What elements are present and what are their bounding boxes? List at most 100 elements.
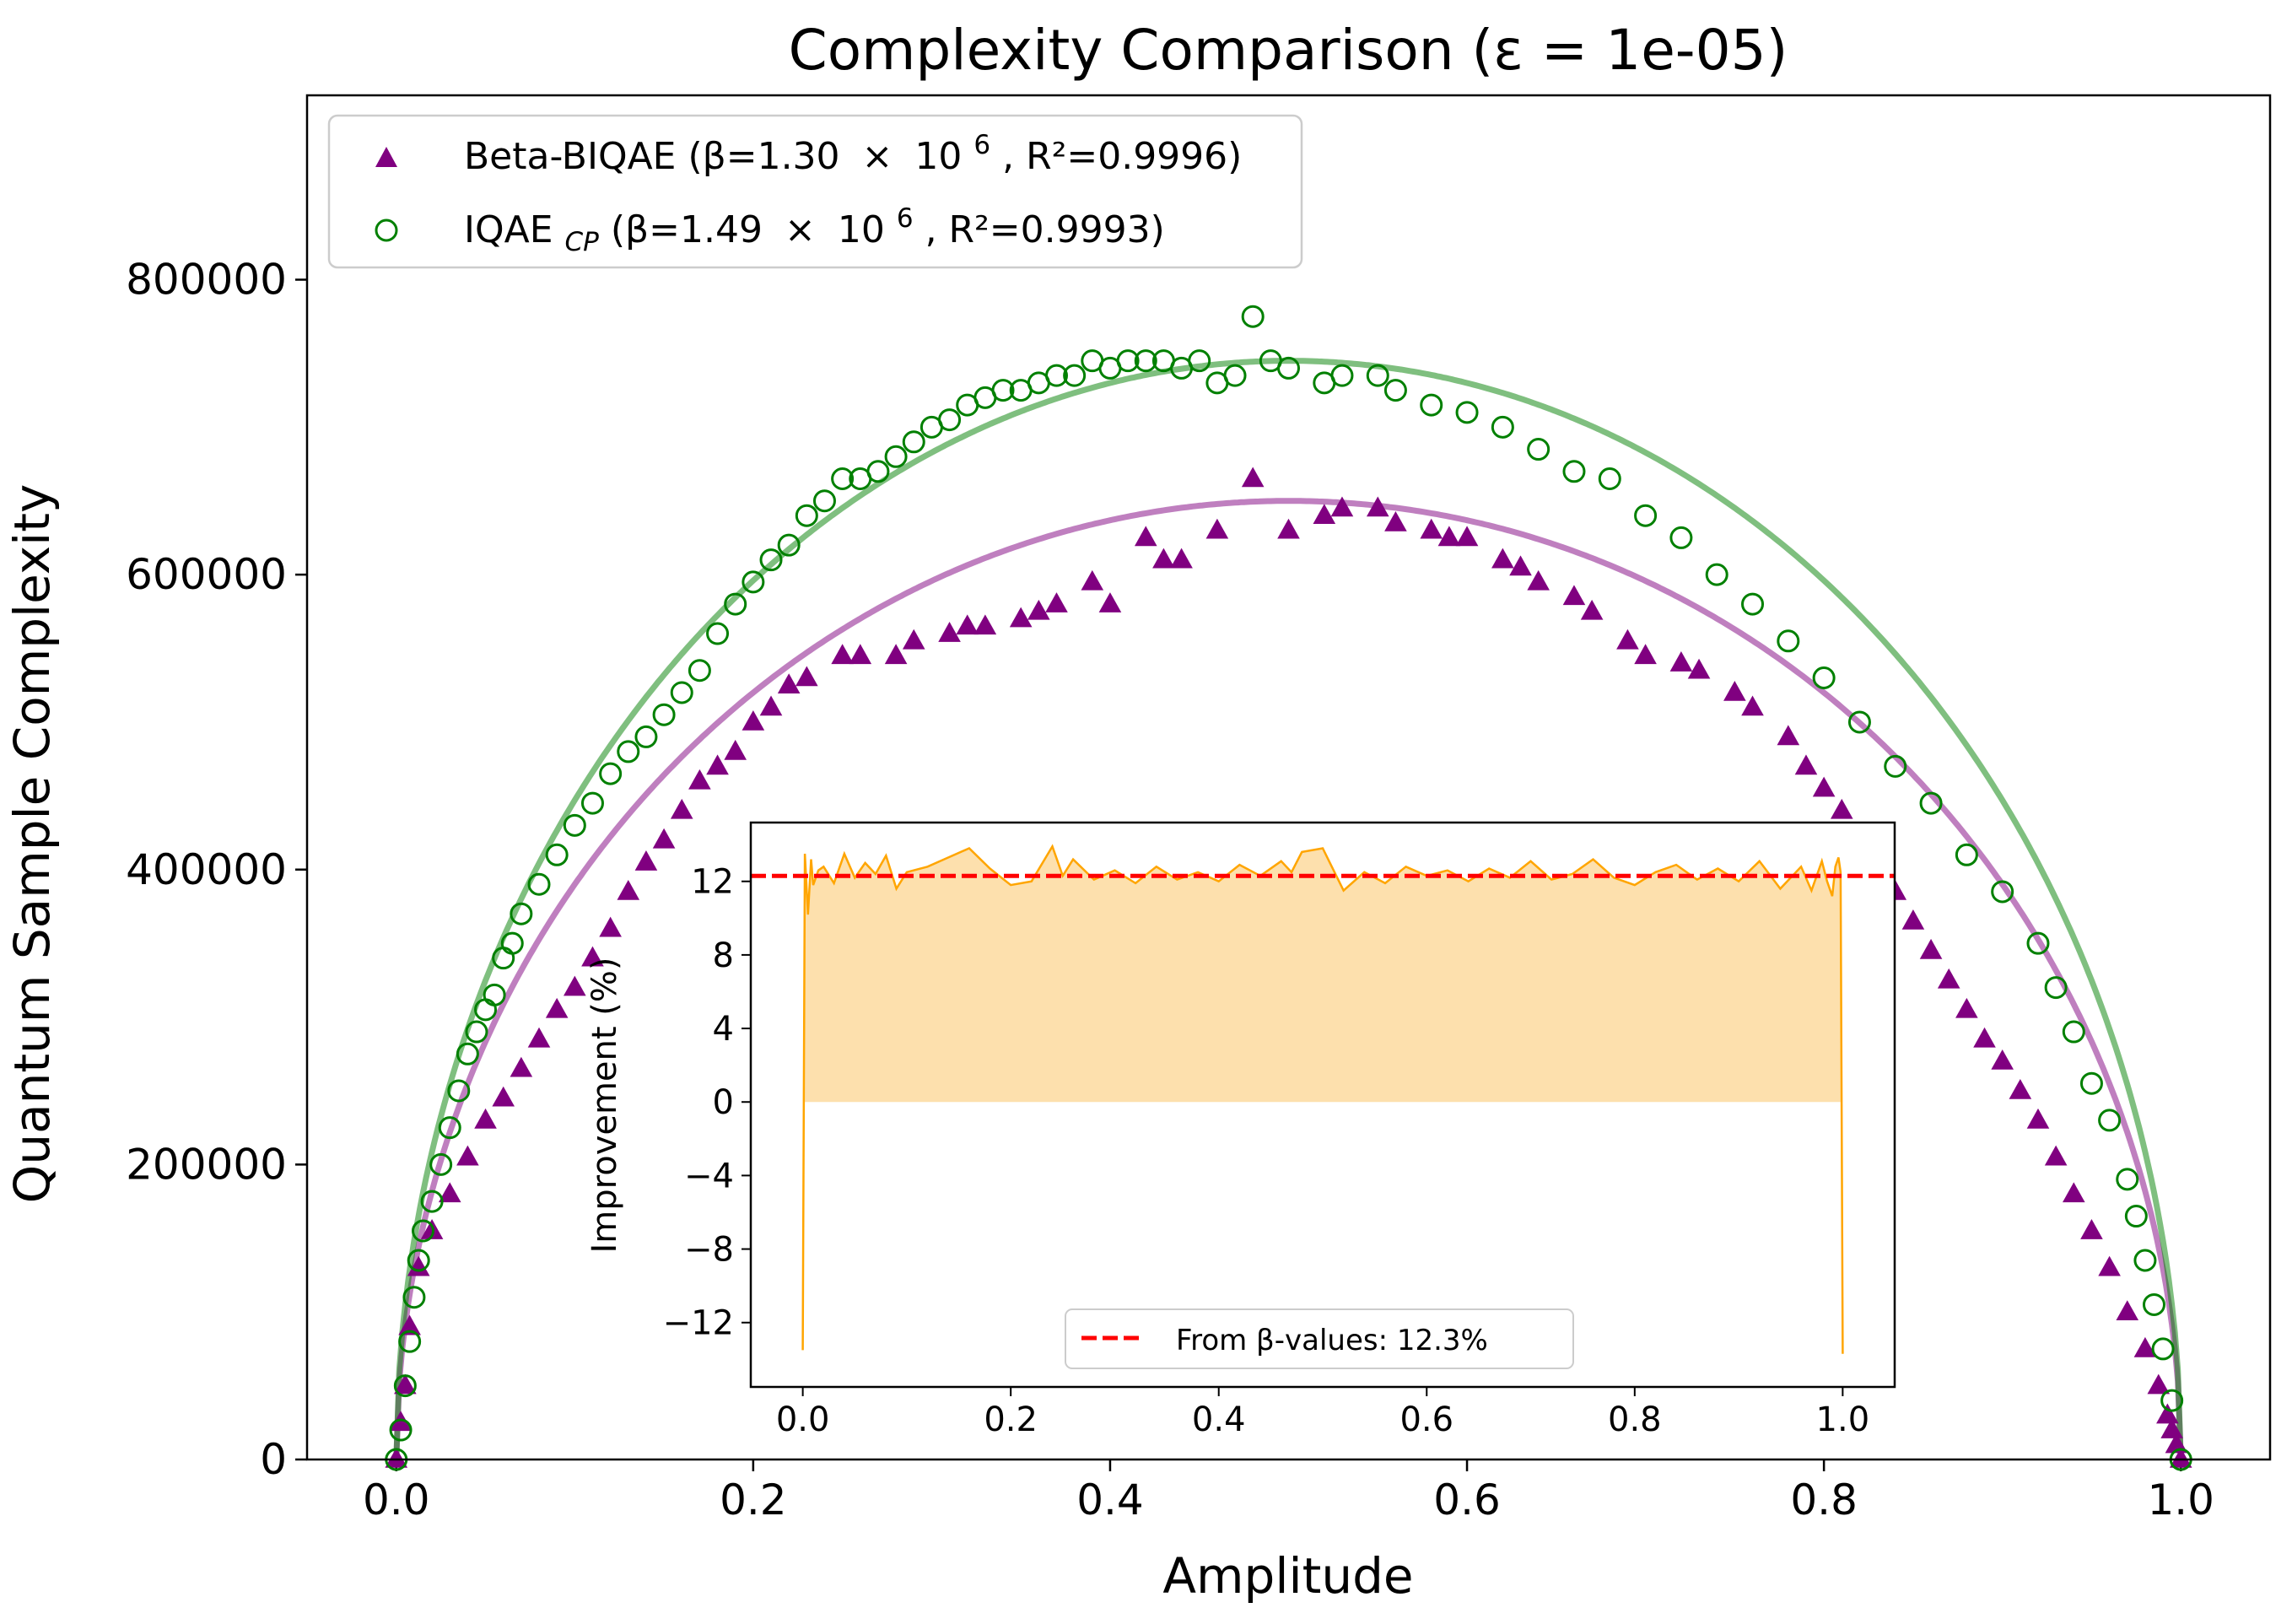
iqae-cp-point xyxy=(1847,710,1871,734)
beta-biqae-point xyxy=(1937,968,1960,989)
iqae-cp-point xyxy=(617,740,640,763)
iqae-cp-point xyxy=(1044,364,1068,387)
legend-iqae-pre: (β=1.49 xyxy=(611,208,763,251)
legend-box xyxy=(327,114,1303,269)
inset-x-tick-label: 1.0 xyxy=(1816,1400,1870,1439)
iqae-cp-point xyxy=(1491,415,1514,439)
beta-biqae-point xyxy=(1152,548,1175,569)
inset-legend-box xyxy=(1065,1308,1574,1369)
iqae-cp-point xyxy=(483,983,506,1006)
iqae-cp-point xyxy=(447,1079,471,1103)
main-axis-ticks: 0.0 0.2 0.4 0.6 0.8 1.00200000400000600000800… xyxy=(126,256,2214,1524)
beta-biqae-point xyxy=(759,695,783,716)
iqae-cp-point xyxy=(688,659,711,683)
beta-biqae-point xyxy=(2009,1078,2032,1099)
beta-biqae-point xyxy=(1955,997,1978,1018)
beta-biqae-point xyxy=(394,1373,417,1395)
x-tick-label: 0.2 xyxy=(720,1476,787,1524)
legend-entry-iqae-cp: IQAE CP (β=1.49 × 10 6 , R²=0.9993) xyxy=(464,193,1165,260)
beta-biqae-point xyxy=(2044,1145,2068,1166)
beta-biqae-point xyxy=(2156,1403,2179,1424)
iqae-cp-point xyxy=(742,570,765,594)
iqae-cp-point xyxy=(1116,349,1140,373)
iqae-cp-point xyxy=(1330,364,1354,387)
iqae-cp-point xyxy=(1919,791,1943,815)
iqae-cp-point xyxy=(634,725,658,748)
iqae-cp-point xyxy=(2044,976,2068,1000)
improvement-fill xyxy=(805,846,1841,1103)
legend-triangle-marker xyxy=(375,147,397,167)
legend-iqae-exp: 6 xyxy=(897,203,914,234)
beta-biqae-point xyxy=(581,946,604,967)
beta-biqae-point xyxy=(1901,909,1925,930)
beta-biqae-point xyxy=(1973,1027,1996,1048)
inset-legend-label: From β-values: 12.3% xyxy=(1176,1324,1488,1357)
beta-biqae-point xyxy=(1330,496,1354,517)
iqae-cp-point xyxy=(456,1042,479,1066)
iqae-cp-point xyxy=(759,548,783,572)
iqae-cp-point xyxy=(389,1418,413,1442)
inset-improvement-area xyxy=(801,844,1844,1354)
improvement-line xyxy=(801,844,1844,1354)
iqae-cp-point xyxy=(1812,666,1836,690)
beta-biqae-point xyxy=(724,739,747,760)
iqae-cp-point xyxy=(2142,1292,2165,1316)
inset-y-tick-label: 0 xyxy=(713,1083,734,1122)
iqae-cp-point xyxy=(670,681,693,704)
beta-biqae-point xyxy=(2160,1418,2183,1438)
x-tick-label: 0.4 xyxy=(1076,1476,1144,1524)
beta-biqae-point xyxy=(706,754,729,775)
beta-biqae-point xyxy=(831,644,854,665)
beta-biqae-point xyxy=(2026,1108,2050,1129)
beta-biqae-point xyxy=(1580,599,1604,620)
beta-biqae-point xyxy=(438,1182,461,1203)
beta-biqae-point xyxy=(634,850,658,871)
beta-biqae-point xyxy=(385,1448,408,1468)
beta-biqae-point xyxy=(1098,592,1122,612)
y-axis-label: Quantum Sample Complexity xyxy=(3,484,61,1204)
iqae-cp-point xyxy=(831,467,855,491)
iqae-cp-point xyxy=(1063,364,1087,387)
iqae-cp-point xyxy=(500,931,524,955)
beta-biqae-point xyxy=(2147,1373,2171,1395)
inset-x-tick-label: 0.8 xyxy=(1608,1400,1662,1439)
iqae-cp-point xyxy=(777,533,801,557)
x-tick-label: 0.6 xyxy=(1433,1476,1501,1524)
beta-biqae-point xyxy=(1616,629,1639,650)
beta-biqae-point xyxy=(564,975,586,996)
beta-biqae-point xyxy=(1205,518,1229,539)
main-data-points xyxy=(385,305,2192,1471)
beta-biqae-point xyxy=(1045,592,1068,612)
iqae-cp-point xyxy=(652,703,676,726)
iqae-cp-point xyxy=(1455,401,1479,424)
beta-biqae-point xyxy=(1527,569,1550,591)
beta-biqae-point xyxy=(1437,526,1461,547)
x-tick-label: 1.0 xyxy=(2147,1476,2214,1524)
beta-biqae-point xyxy=(617,879,640,900)
iqae-cp-point xyxy=(1366,364,1389,387)
iqae-cp-point xyxy=(1669,526,1693,549)
beta-biqae-point xyxy=(1812,776,1836,797)
beta-biqae-point xyxy=(1170,548,1193,569)
inset-y-axis-label: Improvement (%) xyxy=(585,957,624,1253)
inset-x-tick-label: 0.4 xyxy=(1192,1400,1246,1439)
inset-y-tick-label: −8 xyxy=(684,1231,734,1270)
iqae-cp-point xyxy=(420,1190,444,1213)
x-tick-label: 0.8 xyxy=(1790,1476,1858,1524)
y-tick-label: 200000 xyxy=(126,1140,287,1189)
iqae-cp-point xyxy=(2026,931,2050,955)
inset-x-tick-label: 0.0 xyxy=(776,1400,830,1439)
iqae-cp-point xyxy=(938,408,962,432)
beta-biqae-point xyxy=(670,798,693,819)
y-tick-label: 600000 xyxy=(126,550,287,599)
beta-biqae-point xyxy=(2063,1182,2085,1203)
beta-biqae-point xyxy=(1509,555,1532,576)
iqae-cp-point xyxy=(398,1330,422,1353)
beta-biqae-point xyxy=(742,709,765,731)
iqae-cp-point xyxy=(1420,393,1443,417)
inset-y-tick-label: −12 xyxy=(663,1304,734,1343)
iqae-cp-point xyxy=(402,1286,426,1309)
iqae-cp-point xyxy=(1188,349,1211,373)
iqae-cp-point xyxy=(1955,843,1978,866)
iqae-cp-point xyxy=(902,430,925,454)
